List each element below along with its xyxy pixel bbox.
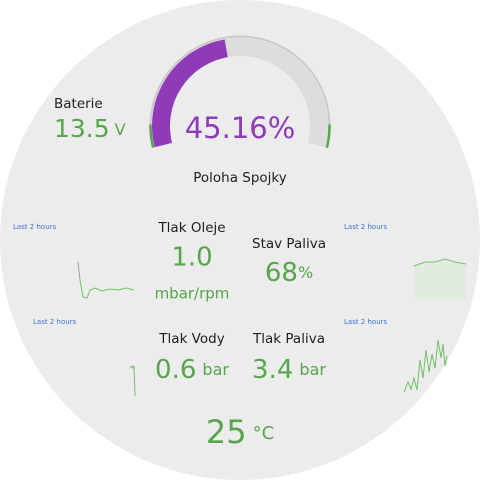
water-reading: 0.6 bar (155, 355, 229, 385)
temperature-value: 25 (206, 413, 247, 451)
sparkline (129, 365, 136, 397)
temperature-unit: °C (253, 423, 275, 444)
fuel-pressure-label: Tlak Paliva (252, 331, 325, 347)
battery-unit: V (115, 120, 126, 139)
time-range: Last 2 hours (344, 223, 388, 231)
threshold (325, 124, 331, 148)
gauge (149, 35, 331, 148)
water-label: Tlak Vody (158, 331, 224, 347)
water-value: 0.6 (155, 355, 196, 385)
sparkline-area (414, 259, 466, 300)
water-unit: bar (202, 360, 229, 379)
fuel-level-reading: 68% (265, 258, 313, 288)
fuel-pressure-reading: 3.4 bar (252, 355, 326, 385)
fuel-level-unit: % (298, 263, 313, 282)
sparkline (77, 261, 135, 299)
battery-label: Baterie (54, 96, 103, 112)
gauge-value: 45.16% (185, 111, 296, 145)
sparkline (403, 339, 448, 393)
oil-value: 1.0 (171, 243, 212, 273)
sparkline (413, 258, 467, 267)
fuel-pressure-unit: bar (299, 360, 326, 379)
battery-reading: 13.5 V (54, 114, 126, 143)
fuel-level-value: 68 (265, 258, 298, 288)
threshold (149, 124, 155, 148)
gauge-label: Poloha Spojky (193, 170, 287, 186)
time-range: Last 2 hours (13, 223, 57, 231)
gauge-value-arc (152, 39, 229, 148)
oil-unit: mbar/rpm (155, 285, 230, 303)
time-range: Last 2 hours (33, 318, 77, 326)
oil-label: Tlak Oleje (157, 220, 225, 236)
temperature-reading: 25 °C (206, 413, 274, 451)
threshold-track (149, 35, 331, 148)
fuel-level-label: Stav Paliva (252, 236, 326, 252)
time-range: Last 2 hours (344, 318, 388, 326)
fuel-pressure-value: 3.4 (252, 355, 293, 385)
battery-value: 13.5 (54, 114, 110, 143)
